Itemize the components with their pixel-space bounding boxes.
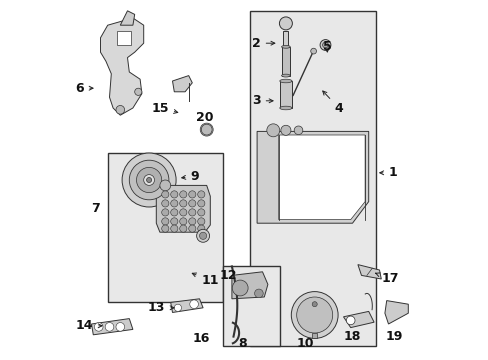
Circle shape [196,229,209,242]
Circle shape [179,225,186,232]
Circle shape [280,125,290,135]
Polygon shape [357,265,381,279]
Polygon shape [384,301,407,324]
Circle shape [200,123,213,136]
Polygon shape [278,135,365,220]
Polygon shape [257,131,368,223]
Circle shape [179,218,186,225]
Text: 20: 20 [196,111,213,123]
Circle shape [170,225,178,232]
Circle shape [116,323,124,331]
Text: 2: 2 [251,37,274,50]
Circle shape [162,200,168,207]
Circle shape [188,209,196,216]
Circle shape [162,218,168,225]
Circle shape [189,300,198,309]
Polygon shape [283,31,288,47]
Circle shape [188,200,196,207]
Circle shape [170,191,178,198]
Circle shape [320,40,330,50]
Circle shape [188,218,196,225]
Polygon shape [156,185,210,232]
Bar [249,11,375,346]
Circle shape [146,177,151,183]
Polygon shape [231,272,267,299]
Circle shape [94,323,103,331]
Ellipse shape [279,106,291,110]
Ellipse shape [281,45,289,48]
Ellipse shape [281,74,289,77]
Circle shape [291,292,337,338]
Polygon shape [311,333,317,338]
Text: 17: 17 [375,273,398,285]
Circle shape [197,200,204,207]
Text: 10: 10 [296,337,314,350]
Circle shape [134,88,142,95]
Circle shape [197,225,204,232]
Circle shape [179,191,186,198]
Circle shape [122,153,176,207]
Text: 1: 1 [379,166,396,179]
Polygon shape [281,47,289,76]
Text: 7: 7 [91,202,99,215]
Polygon shape [101,18,143,115]
Circle shape [188,225,196,232]
Circle shape [162,191,168,198]
Circle shape [266,124,279,137]
Bar [117,31,131,45]
Circle shape [199,232,206,239]
Bar [223,266,280,346]
Circle shape [197,191,204,198]
Circle shape [170,218,178,225]
Text: 6: 6 [76,82,93,95]
Polygon shape [91,319,133,335]
Text: 8: 8 [238,337,246,350]
Text: 12: 12 [219,269,237,282]
Circle shape [179,209,186,216]
Circle shape [296,297,332,333]
Circle shape [279,17,292,30]
Text: 14: 14 [76,319,102,332]
Circle shape [188,191,196,198]
Polygon shape [279,81,291,108]
Circle shape [311,302,317,307]
Circle shape [254,289,263,298]
Circle shape [162,225,168,232]
Text: 16: 16 [192,332,209,345]
Circle shape [143,175,154,185]
Text: 19: 19 [385,330,402,343]
Text: 13: 13 [148,301,174,314]
Circle shape [174,304,181,311]
Polygon shape [170,299,203,312]
Circle shape [346,316,354,325]
Bar [107,153,223,302]
Polygon shape [343,311,373,328]
Circle shape [129,160,168,200]
Circle shape [310,48,316,54]
Circle shape [160,180,170,191]
Text: 15: 15 [151,102,178,114]
Circle shape [197,218,204,225]
Circle shape [105,323,114,331]
Circle shape [170,209,178,216]
Ellipse shape [279,79,291,83]
Circle shape [170,200,178,207]
Circle shape [116,105,124,114]
Text: 5: 5 [322,40,331,53]
Text: 3: 3 [251,94,272,107]
Circle shape [322,42,328,48]
Circle shape [197,209,204,216]
Circle shape [294,126,302,135]
Circle shape [162,209,168,216]
Text: 9: 9 [182,170,199,183]
Polygon shape [120,11,134,25]
Text: 4: 4 [322,91,343,114]
Polygon shape [172,76,192,92]
Text: 11: 11 [192,273,218,287]
Circle shape [179,200,186,207]
Circle shape [232,280,247,296]
Text: 18: 18 [343,330,361,343]
Circle shape [136,167,162,193]
